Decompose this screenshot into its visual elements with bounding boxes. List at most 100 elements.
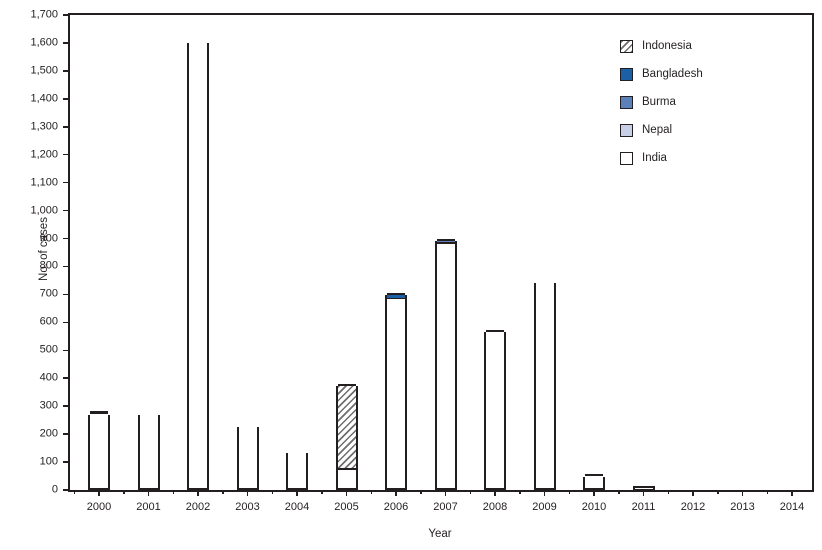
y-axis-tick <box>63 377 70 379</box>
bar-segment-indonesia <box>337 383 356 469</box>
x-axis-tick-label: 2004 <box>284 501 310 513</box>
bar-2005 <box>335 383 358 490</box>
x-axis-major-tick <box>395 490 397 496</box>
bar-segment-india <box>90 413 108 488</box>
y-axis-tick-label: 1,600 <box>30 36 58 49</box>
x-axis-major-tick <box>197 490 199 496</box>
x-axis-tick-label: 2007 <box>433 501 458 513</box>
bar-2002 <box>187 40 209 490</box>
bar-segment-bangladesh <box>387 292 405 298</box>
x-axis-minor-tick <box>123 490 125 494</box>
x-axis-minor-tick <box>618 490 620 494</box>
legend: Indonesia Bangladesh Burma Nepal India <box>620 32 703 172</box>
bar-segment-nepal <box>387 297 405 300</box>
bar-2006 <box>385 292 407 490</box>
legend-swatch-burma <box>620 95 633 109</box>
legend-swatch-indonesia <box>620 39 633 53</box>
x-axis-tick-label: 2009 <box>532 501 557 513</box>
y-axis-tick-label: 1,500 <box>30 64 58 77</box>
bar-2004 <box>286 450 308 490</box>
y-axis-tick-label: 800 <box>39 259 58 272</box>
bar-segment-bangladesh <box>90 410 108 413</box>
x-axis-tick-label: 2000 <box>86 501 112 513</box>
x-axis-major-tick <box>296 490 298 496</box>
x-axis-minor-tick <box>321 490 323 494</box>
x-axis-tick-label: 2003 <box>235 501 260 513</box>
x-axis-major-tick <box>246 490 249 496</box>
x-axis-major-tick <box>147 490 150 496</box>
bar-segment-india <box>139 413 158 488</box>
y-axis-tick-label: 300 <box>39 399 58 412</box>
x-axis-tick-label: 2005 <box>334 501 359 513</box>
y-axis-tick <box>63 321 70 324</box>
y-axis-tick-label: 600 <box>39 315 58 328</box>
x-axis-minor-tick <box>222 490 224 494</box>
y-axis-tick <box>63 293 70 296</box>
bar-2003 <box>236 425 259 490</box>
legend-label: India <box>642 152 667 164</box>
y-axis-tick-label: 1,400 <box>30 92 58 105</box>
x-axis-major-tick <box>494 490 496 496</box>
legend-swatch-bangladesh <box>620 67 633 81</box>
bar-segment-india <box>436 243 455 488</box>
x-axis-minor-tick <box>717 490 719 494</box>
bar-segment-nepal <box>436 241 455 244</box>
bar-segment-india <box>288 450 306 488</box>
legend-item-burma: Burma <box>620 88 703 116</box>
bar-segment-india <box>238 425 257 488</box>
y-axis-tick-label: 100 <box>39 455 58 468</box>
y-axis-tick <box>63 489 70 491</box>
y-axis-tick <box>63 14 70 16</box>
y-axis-tick-label: 1,100 <box>30 176 58 189</box>
y-axis-tick <box>63 461 70 463</box>
y-axis-tick-label: 1,700 <box>30 8 58 21</box>
x-axis-minor-tick <box>667 490 669 494</box>
bar-2007 <box>434 239 457 490</box>
y-axis-tick <box>63 405 70 407</box>
legend-label: Nepal <box>642 124 673 136</box>
bar-segment-nepal <box>486 329 504 332</box>
legend-label: Bangladesh <box>642 68 703 80</box>
x-axis-major-tick <box>98 490 100 496</box>
y-axis-tick-label: 700 <box>39 287 58 300</box>
x-axis-tick-label: 2001 <box>136 501 161 513</box>
bar-segment-india <box>189 40 207 488</box>
bar-segment-burma <box>436 239 455 243</box>
y-axis-tick-label: 900 <box>39 232 58 245</box>
x-axis-major-tick <box>593 490 595 496</box>
bar-2008 <box>484 329 506 490</box>
y-axis-tick-label: 200 <box>39 427 58 440</box>
x-axis-tick-label: 2006 <box>383 501 409 513</box>
y-axis-tick <box>63 98 70 100</box>
bar-segment-india <box>535 280 554 488</box>
x-axis-major-tick <box>741 490 744 496</box>
x-axis-minor-tick <box>172 490 174 494</box>
x-axis-tick-label: 2011 <box>631 501 656 513</box>
bar-segment-india <box>486 331 504 488</box>
y-axis-tick-label: 0 <box>51 483 58 496</box>
legend-item-nepal: Nepal <box>620 116 703 144</box>
y-axis-tick <box>63 209 70 212</box>
x-axis-tick-label: 2010 <box>581 501 607 513</box>
bar-2001 <box>137 413 160 490</box>
legend-swatch-india <box>620 151 633 165</box>
y-axis-tick <box>63 153 70 156</box>
bar-2000 <box>88 410 110 490</box>
bar-segment-nepal <box>585 474 603 477</box>
bar-2009 <box>533 280 556 490</box>
bar-2011 <box>632 486 655 490</box>
y-axis-tick-label: 1,300 <box>30 120 58 133</box>
x-axis-tick-label: 2012 <box>680 501 706 513</box>
x-axis-major-tick <box>642 490 645 496</box>
x-axis-minor-tick <box>271 490 273 494</box>
x-axis-title: Year <box>428 528 452 540</box>
x-axis-minor-tick <box>766 490 768 494</box>
legend-label: Indonesia <box>642 40 692 52</box>
y-axis-tick-label: 1,200 <box>30 148 58 161</box>
y-axis-tick-label: 500 <box>39 343 58 356</box>
y-axis-tick <box>63 349 70 352</box>
x-axis-major-tick <box>543 490 546 496</box>
x-axis-tick-label: 2014 <box>779 501 805 513</box>
legend-item-indonesia: Indonesia <box>620 32 703 60</box>
y-axis-tick <box>63 42 70 44</box>
